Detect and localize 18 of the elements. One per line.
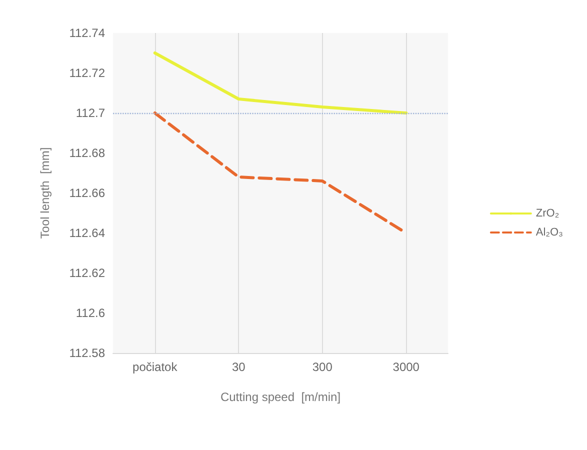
y-tick-label: 112.74 xyxy=(69,26,106,40)
x-axis-title: Cutting speed [m/min] xyxy=(220,390,341,404)
y-tick-label: 112.6 xyxy=(76,306,106,320)
y-tick-label: 112.58 xyxy=(69,346,106,360)
y-axis-title: Tool length [mm] xyxy=(38,147,52,239)
y-tick-label: 112.72 xyxy=(69,66,106,80)
y-tick-label: 112.7 xyxy=(76,106,106,120)
y-tick-label: 112.66 xyxy=(69,186,106,200)
y-tick-label: 112.68 xyxy=(69,146,106,160)
legend-label: Al₂O₃ xyxy=(536,226,564,238)
x-tick-label: 30 xyxy=(232,360,246,374)
y-tick-label: 112.64 xyxy=(69,226,106,240)
x-tick-label: počiatok xyxy=(132,360,178,374)
legend-label: ZrO₂ xyxy=(536,208,560,220)
x-tick-label: 3000 xyxy=(392,360,420,374)
line-series xyxy=(153,52,408,114)
x-tick-label: 300 xyxy=(312,360,333,374)
y-tick-label: 112.62 xyxy=(69,266,106,280)
